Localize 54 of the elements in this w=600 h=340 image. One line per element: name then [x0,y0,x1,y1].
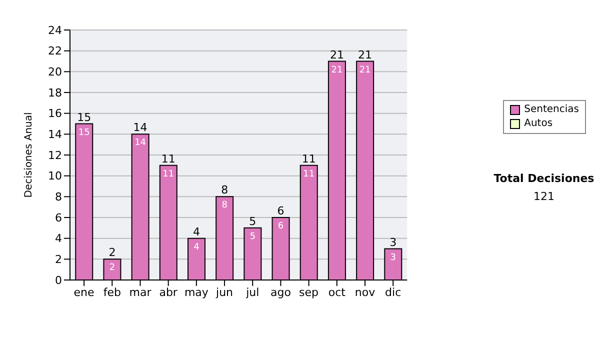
total-label: 6 [277,204,284,218]
total-label: 14 [133,121,148,134]
x-tick-label: sep [299,286,319,299]
data-label: 2 [109,263,116,274]
y-tick-label: 0 [55,274,62,287]
total-label: 4 [192,225,200,238]
data-label: 21 [331,65,343,76]
x-tick-label: oct [328,286,346,299]
y-tick-label: 18 [48,86,62,100]
x-tick-label: ago [270,286,292,299]
y-tick-label: 10 [48,170,62,183]
total-label: 21 [358,48,372,62]
data-label: 6 [278,222,284,232]
data-label: 14 [134,138,146,148]
total-label: 3 [390,236,397,249]
total-label: 5 [249,214,256,228]
x-tick-label: jul [245,286,260,299]
text: 121 [532,190,556,203]
y-tick-label: 24 [48,24,62,37]
x-tick-label: jun [215,286,234,299]
x-tick-label: mar [129,286,152,299]
y-tick-label: 6 [55,211,62,224]
data-label: 15 [78,128,90,138]
x-tick-label: may [184,286,209,299]
data-label: 21 [359,65,371,76]
y-tick-label: 16 [48,107,62,120]
data-label: 8 [222,200,228,211]
data-label: 11 [162,169,174,180]
total-label: 15 [77,110,92,124]
data-label: 11 [303,169,315,180]
y-tick-label: 2 [55,253,62,266]
data-label: 5 [250,232,256,242]
total-label: 2 [108,246,116,260]
total-label: 8 [221,184,228,197]
y-tick-label: 12 [48,148,62,162]
y-tick-label: 22 [48,44,62,58]
x-tick-label: ene [74,286,95,299]
x-tick-label: abr [159,286,178,299]
y-tick-label: 4 [55,232,62,246]
x-tick-label: dic [385,286,402,299]
x-tick-label: feb [103,286,121,299]
total-label: 21 [330,48,344,62]
y-tick-label: 14 [48,128,62,142]
data-label: 3 [390,252,396,263]
total-label: 11 [161,152,176,166]
y-tick-label: 20 [48,66,62,79]
y-tick-label: 8 [55,190,62,204]
legend-label: Sentencias [524,103,579,117]
legend-label: Autos [524,117,553,131]
y-axis-title: Decisiones Anual [24,112,35,198]
x-tick-label: nov [354,286,376,299]
total-label: 11 [302,152,316,166]
data-label: 4 [194,242,200,252]
text: Total Decisiones [492,172,596,185]
